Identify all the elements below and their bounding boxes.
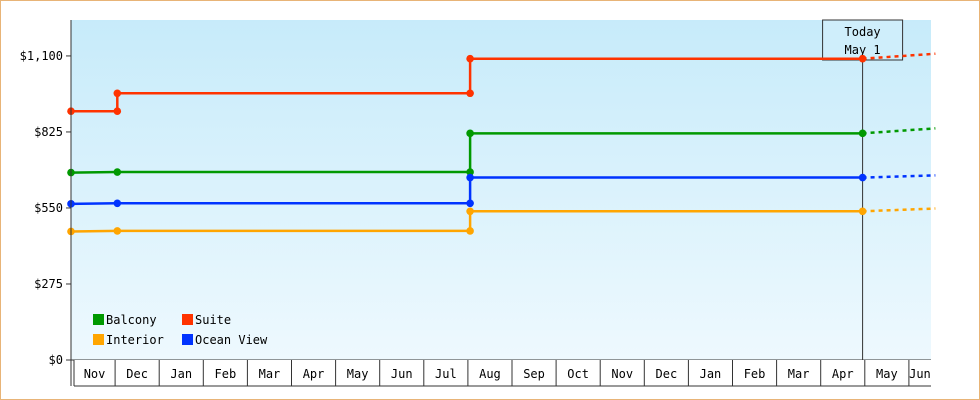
x-tick-label: Feb [744, 367, 766, 381]
x-tick-label: Jun [391, 367, 413, 381]
month-band [74, 360, 931, 386]
data-point-balcony [466, 168, 474, 176]
legend-label-suite: Suite [195, 313, 231, 327]
data-point-suite [858, 54, 867, 63]
legend-label-ocean-view: Ocean View [195, 333, 268, 347]
data-point-interior [858, 207, 867, 216]
axes: $0 $275 $550 $825 $1,100 Nov Dec Jan Feb Mar Apr Ma… [20, 20, 931, 387]
x-tick-label: Jun [909, 367, 931, 381]
data-point-suite [113, 107, 122, 116]
y-tick-label: $1,100 [20, 49, 63, 63]
data-point-balcony [858, 129, 867, 138]
legend-label-interior: Interior [106, 333, 164, 347]
today-date-label: May 1 [845, 43, 881, 57]
legend: Balcony Suite Interior Ocean View [93, 313, 268, 347]
data-point-interior [466, 207, 474, 216]
y-tick-label: $0 [49, 353, 63, 367]
today-marker: Today May 1 [822, 19, 904, 386]
plot-background [71, 20, 931, 360]
x-tick-label: May [347, 367, 369, 381]
data-point-suite [466, 54, 474, 63]
series-layer [67, 52, 936, 236]
x-tick-label: Dec [126, 367, 148, 381]
data-point-ocean-view [466, 173, 474, 182]
legend-label-balcony: Balcony [106, 313, 157, 327]
y-tick-label: $550 [34, 201, 63, 215]
x-tick-label: Dec [656, 367, 678, 381]
data-point-ocean-view [466, 199, 474, 208]
x-tick-label: Aug [479, 367, 501, 381]
y-tick-label: $275 [34, 277, 63, 291]
x-tick-label: Apr [832, 367, 854, 381]
data-point-suite [113, 89, 122, 98]
x-tick-label: Mar [259, 367, 281, 381]
x-tick-label: Nov [611, 367, 633, 381]
legend-swatch-suite [182, 314, 193, 325]
data-point-ocean-view [113, 199, 122, 208]
legend-swatch-interior [93, 334, 104, 345]
y-tick-label: $825 [34, 125, 63, 139]
legend-swatch-balcony [93, 314, 104, 325]
x-tick-label: Jan [170, 367, 192, 381]
data-point-ocean-view [858, 173, 867, 182]
x-tick-label: Jul [435, 367, 457, 381]
x-tick-label: Jan [700, 367, 722, 381]
legend-swatch-ocean-view [182, 334, 193, 345]
x-tick-label: Mar [788, 367, 810, 381]
x-tick-label: Oct [567, 367, 589, 381]
data-point-balcony [113, 168, 122, 176]
data-point-interior [466, 227, 474, 235]
today-label: Today [845, 25, 881, 39]
x-tick-label: Feb [215, 367, 237, 381]
data-point-balcony [466, 129, 474, 138]
today-box [822, 19, 904, 61]
x-tick-label: Sep [523, 367, 545, 381]
data-point-interior [113, 227, 122, 235]
series-line-suite [71, 57, 863, 113]
x-tick-label: May [876, 367, 898, 381]
x-tick-label: Apr [303, 367, 325, 381]
data-point-suite [466, 89, 474, 98]
x-tick-label: Nov [84, 367, 106, 381]
